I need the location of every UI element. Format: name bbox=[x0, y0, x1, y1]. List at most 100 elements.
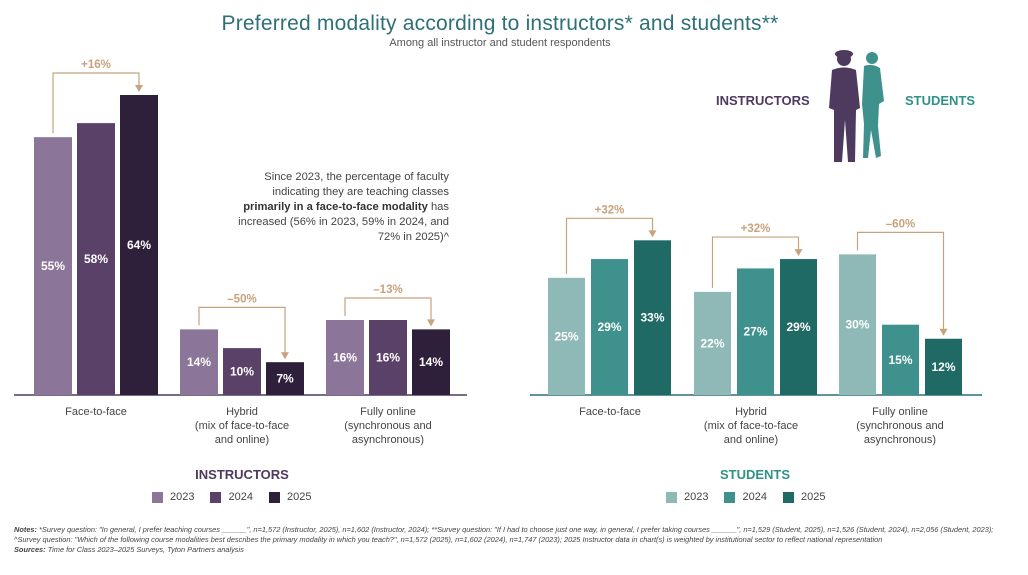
bar bbox=[369, 320, 407, 395]
legend-swatch bbox=[724, 491, 736, 503]
change-label: –13% bbox=[373, 284, 402, 296]
bar bbox=[737, 268, 774, 395]
legend-item: 2025 bbox=[782, 491, 826, 503]
legend-item: 2023 bbox=[666, 491, 708, 503]
change-bracket bbox=[856, 231, 945, 330]
category-label: (synchronous and bbox=[344, 420, 431, 432]
change-bracket bbox=[565, 217, 654, 274]
bar bbox=[266, 362, 304, 395]
bar bbox=[780, 259, 817, 395]
legend-item: 2024 bbox=[210, 491, 253, 503]
change-label: +32% bbox=[741, 223, 771, 235]
data-label: 33% bbox=[640, 311, 664, 325]
category-label: Face-to-face bbox=[65, 406, 127, 418]
legend-item: 2025 bbox=[268, 491, 312, 503]
category-label: Fully online bbox=[872, 406, 928, 418]
students-heading: STUDENTS bbox=[905, 93, 976, 108]
bar bbox=[180, 329, 218, 395]
data-label: 16% bbox=[376, 351, 400, 365]
change-bracket bbox=[711, 236, 800, 288]
instructors-legend: 2023 2024 2025 bbox=[152, 491, 327, 503]
instructors-chart-title: INSTRUCTORS bbox=[195, 467, 289, 482]
bar bbox=[120, 95, 158, 395]
data-label: 27% bbox=[743, 325, 767, 339]
data-label: 22% bbox=[700, 336, 724, 350]
bar bbox=[412, 329, 450, 395]
bracket-arrow-icon bbox=[135, 85, 143, 92]
category-label: asynchronous) bbox=[864, 434, 936, 446]
data-label: 15% bbox=[888, 353, 912, 367]
bracket-arrow-icon bbox=[648, 230, 657, 238]
category-label: Hybrid bbox=[226, 406, 258, 418]
change-label: +32% bbox=[595, 204, 625, 216]
category-label: (synchronous and bbox=[856, 420, 943, 432]
bar bbox=[326, 320, 364, 395]
legend-label: 2025 bbox=[800, 491, 826, 503]
change-label: –50% bbox=[227, 293, 256, 305]
legend-label: 2024 bbox=[742, 491, 767, 503]
bracket-arrow-icon bbox=[427, 319, 435, 327]
data-label: 12% bbox=[931, 360, 955, 374]
legend-swatch bbox=[666, 491, 677, 503]
sources: Sources: Time for Class 2023–2025 Survey… bbox=[14, 545, 244, 554]
students-legend: 2023 2024 2025 bbox=[666, 491, 841, 503]
legend-label: 2024 bbox=[228, 491, 253, 503]
page-title: Preferred modality according to instruct… bbox=[221, 12, 779, 35]
data-label: 10% bbox=[230, 365, 254, 379]
bar bbox=[548, 277, 585, 395]
bar bbox=[223, 348, 261, 395]
data-label: 7% bbox=[276, 372, 294, 386]
data-label: 58% bbox=[84, 252, 108, 266]
students-chart-title: STUDENTS bbox=[719, 467, 791, 482]
bracket-arrow-icon bbox=[281, 352, 289, 360]
category-label: (mix of face-to-face bbox=[195, 420, 289, 432]
legend-item: 2024 bbox=[724, 491, 767, 503]
change-bracket bbox=[198, 306, 286, 354]
bracket-arrow-icon bbox=[939, 328, 948, 336]
data-label: 16% bbox=[333, 351, 357, 365]
category-label: asynchronous) bbox=[352, 434, 424, 446]
bar bbox=[925, 338, 962, 395]
change-bracket bbox=[344, 297, 432, 321]
data-label: 14% bbox=[419, 355, 443, 369]
category-label: Face-to-face bbox=[579, 406, 641, 418]
bracket-arrow-icon bbox=[794, 249, 803, 257]
notes: Notes: *Survey question: "In general, I … bbox=[14, 525, 994, 544]
bar bbox=[839, 254, 876, 395]
modality-charts: 55% 58% 64% +16% Face-to-face 14% 10% 7% –50% Hyb… bbox=[14, 59, 982, 446]
data-label: 55% bbox=[41, 259, 65, 273]
legend-swatch bbox=[268, 491, 280, 503]
bar bbox=[34, 137, 72, 395]
callout-text: Since 2023, the percentage of faculty in… bbox=[238, 171, 449, 243]
bar bbox=[694, 291, 731, 395]
change-label: +16% bbox=[81, 59, 111, 71]
bar bbox=[882, 324, 919, 395]
people-illustration-icon bbox=[829, 50, 884, 162]
instructors-heading: INSTRUCTORS bbox=[716, 93, 810, 108]
category-label: and online) bbox=[724, 434, 778, 446]
data-label: 30% bbox=[845, 318, 869, 332]
legend-label: 2023 bbox=[170, 491, 195, 503]
data-label: 29% bbox=[597, 320, 621, 334]
category-label: Fully online bbox=[360, 406, 416, 418]
category-label: (mix of face-to-face bbox=[704, 420, 798, 432]
data-label: 25% bbox=[554, 329, 578, 343]
bar bbox=[77, 123, 115, 395]
legend-label: 2023 bbox=[684, 491, 709, 503]
notes-footer: Notes: *Survey question: "In general, I … bbox=[14, 525, 1014, 555]
bar bbox=[591, 259, 628, 395]
data-label: 29% bbox=[786, 320, 810, 334]
legend-swatch bbox=[152, 491, 163, 503]
page-subtitle: Among all instructor and student respond… bbox=[389, 37, 611, 49]
legend-item: 2023 bbox=[152, 491, 194, 503]
category-label: Hybrid bbox=[735, 406, 767, 418]
legend-swatch bbox=[210, 491, 222, 503]
change-bracket bbox=[52, 72, 140, 134]
category-label: and online) bbox=[215, 434, 269, 446]
change-label: –60% bbox=[886, 218, 915, 230]
data-label: 64% bbox=[127, 238, 151, 252]
bar bbox=[634, 240, 671, 395]
legend-swatch bbox=[782, 491, 794, 503]
data-label: 14% bbox=[187, 355, 211, 369]
legend-label: 2025 bbox=[286, 491, 312, 503]
